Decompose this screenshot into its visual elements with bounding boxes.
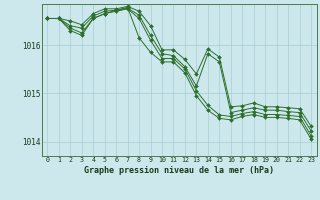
- X-axis label: Graphe pression niveau de la mer (hPa): Graphe pression niveau de la mer (hPa): [84, 166, 274, 175]
